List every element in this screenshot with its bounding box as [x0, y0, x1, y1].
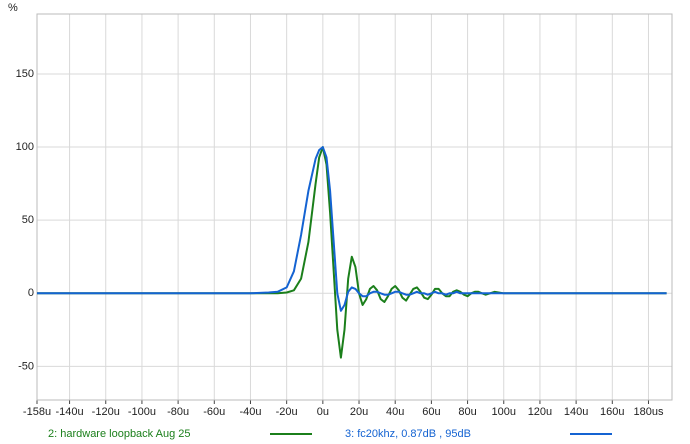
legend-label: 2: hardware loopback Aug 25: [48, 428, 191, 440]
x-tick-label: 40u: [386, 406, 404, 418]
x-tick-label: -158u: [23, 406, 51, 418]
x-tick-label: -140u: [55, 406, 83, 418]
y-axis-label: %: [8, 2, 18, 14]
x-tick-label: 60u: [422, 406, 440, 418]
series-line: [37, 146, 667, 359]
x-tick-label: -100u: [128, 406, 156, 418]
x-tick-label: -80u: [167, 406, 189, 418]
y-tick-label: -50: [18, 360, 34, 372]
x-tick-label: 180us: [633, 406, 663, 418]
y-tick-label: 100: [16, 141, 34, 153]
x-tick-label: -40u: [239, 406, 261, 418]
plot-frame: [36, 13, 673, 401]
y-tick-label: 0: [28, 287, 34, 299]
y-tick-label: 150: [16, 68, 34, 80]
x-tick-label: 100u: [492, 406, 516, 418]
x-tick-label: 140u: [564, 406, 588, 418]
x-tick-label: 120u: [528, 406, 552, 418]
x-tick-label: 80u: [458, 406, 476, 418]
x-tick-label: -20u: [276, 406, 298, 418]
series-line: [37, 146, 667, 312]
y-tick-label: 50: [22, 214, 34, 226]
x-tick-label: 0u: [317, 406, 329, 418]
x-tick-label: 160u: [600, 406, 624, 418]
legend-label: 3: fc20khz, 0.87dB , 95dB: [345, 428, 471, 440]
x-tick-label: 20u: [350, 406, 368, 418]
x-tick-label: -120u: [92, 406, 120, 418]
x-tick-label: -60u: [203, 406, 225, 418]
